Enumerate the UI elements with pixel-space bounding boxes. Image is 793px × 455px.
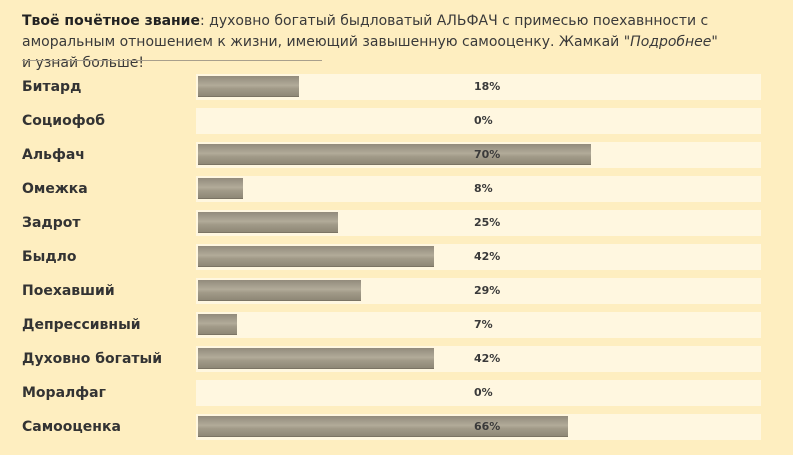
percent-label: 29% (474, 284, 501, 297)
result-label: Поехавший (22, 283, 115, 299)
progress-fill (198, 416, 568, 437)
result-label: Депрессивный (22, 317, 141, 333)
progress-track: 8% (196, 176, 761, 202)
progress-track: 7% (196, 312, 761, 338)
result-label: Самооценка (22, 419, 121, 435)
title-label: Твоё почётное звание (22, 13, 200, 29)
progress-fill (198, 246, 434, 267)
result-row: Альфач 70% (0, 142, 793, 176)
result-row: Омежка 8% (0, 176, 793, 210)
progress-track: 0% (196, 380, 761, 406)
percent-label: 66% (474, 420, 501, 433)
progress-fill (198, 144, 591, 165)
more-link-text: Подробнее (630, 34, 712, 50)
progress-track: 0% (196, 108, 761, 134)
progress-fill (198, 280, 361, 301)
percent-label: 70% (474, 148, 501, 161)
result-row: Задрот 25% (0, 210, 793, 244)
percent-label: 0% (474, 386, 493, 399)
progress-track: 25% (196, 210, 761, 236)
result-label: Социофоб (22, 113, 105, 129)
result-label: Быдло (22, 249, 77, 265)
percent-label: 42% (474, 250, 501, 263)
progress-fill (198, 212, 338, 233)
progress-track: 18% (196, 74, 761, 100)
title-colon: : (200, 13, 210, 29)
description-text: духовно богатый быдловатый АЛЬФАЧ с прим… (22, 13, 709, 50)
result-label: Омежка (22, 181, 88, 197)
result-row: Духовно богатый 42% (0, 346, 793, 380)
result-description: Твоё почётное звание: духовно богатый бы… (22, 11, 722, 74)
result-label: Задрот (22, 215, 81, 231)
percent-label: 0% (474, 114, 493, 127)
result-row: Социофоб 0% (0, 108, 793, 142)
percent-label: 18% (474, 80, 501, 93)
percent-label: 8% (474, 182, 493, 195)
progress-track: 70% (196, 142, 761, 168)
result-label: Моралфаг (22, 385, 106, 401)
progress-track: 42% (196, 346, 761, 372)
result-label: Духовно богатый (22, 351, 163, 367)
result-label: Альфач (22, 147, 85, 163)
result-row: Моралфаг 0% (0, 380, 793, 414)
percent-label: 42% (474, 352, 501, 365)
progress-fill (198, 178, 243, 199)
progress-fill (198, 348, 434, 369)
description-tail: " и узнай больше! (22, 34, 718, 71)
progress-track: 42% (196, 244, 761, 270)
progress-track: 66% (196, 414, 761, 440)
result-row: Битард 18% (0, 74, 793, 108)
result-row: Самооценка 66% (0, 414, 793, 448)
divider (22, 60, 322, 61)
percent-label: 25% (474, 216, 501, 229)
progress-track: 29% (196, 278, 761, 304)
result-row: Поехавший 29% (0, 278, 793, 312)
progress-fill (198, 76, 299, 97)
result-row: Депрессивный 7% (0, 312, 793, 346)
result-label: Битард (22, 79, 82, 95)
result-row: Быдло 42% (0, 244, 793, 278)
percent-label: 7% (474, 318, 493, 331)
results-list: Битард 18% Социофоб 0% Альфач 70% Омежка… (0, 74, 793, 448)
progress-fill (198, 314, 237, 335)
